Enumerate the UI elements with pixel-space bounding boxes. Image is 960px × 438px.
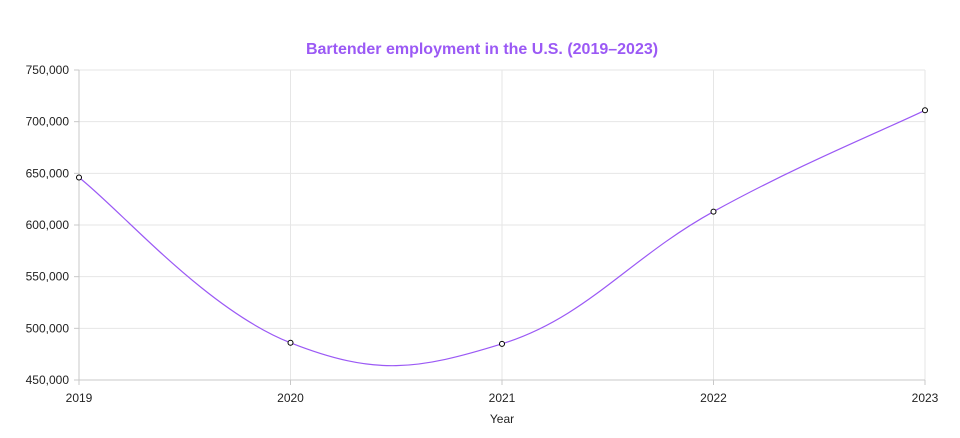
y-axis-ticks: 450,000 500,000 550,000 600,000 650,000 700,0… — [26, 63, 79, 387]
x-tick-label: 2019 — [66, 391, 93, 405]
y-tick-label: 750,000 — [26, 63, 70, 77]
x-axis-title: Year — [490, 412, 514, 426]
data-point[interactable] — [499, 340, 505, 347]
chart-title: Bartender employment in the U.S. (2019–2… — [306, 41, 658, 58]
points-group — [76, 107, 928, 347]
x-gridlines — [78, 70, 926, 380]
x-tick-label: 2021 — [489, 391, 516, 405]
x-tick-label: 2023 — [912, 391, 939, 405]
y-tick-label: 600,000 — [26, 218, 70, 232]
y-tick-label: 650,000 — [26, 166, 70, 180]
data-point[interactable] — [710, 208, 717, 215]
y-tick-label: 700,000 — [26, 115, 70, 129]
data-point[interactable] — [922, 107, 928, 114]
y-tick-label: 500,000 — [26, 321, 70, 335]
data-point[interactable] — [287, 339, 294, 346]
data-point[interactable] — [76, 174, 82, 181]
x-tick-label: 2020 — [277, 391, 304, 405]
y-tick-label: 550,000 — [26, 270, 70, 284]
x-tick-label: 2022 — [700, 391, 727, 405]
y-tick-label: 450,000 — [26, 373, 70, 387]
x-axis-ticks: 2019 2020 2021 2022 2023 — [66, 380, 939, 405]
